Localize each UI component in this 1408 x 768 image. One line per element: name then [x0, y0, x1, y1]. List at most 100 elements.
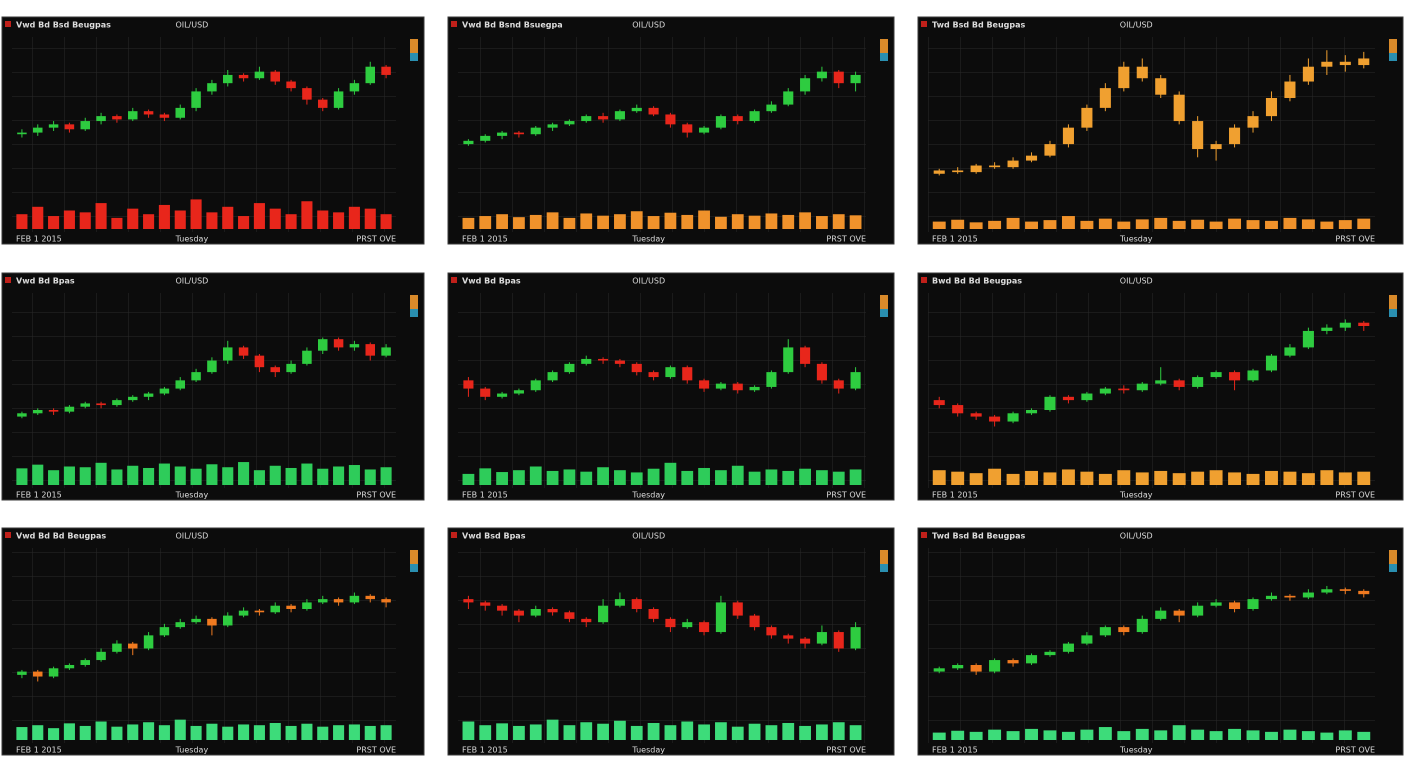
candle-body — [547, 372, 558, 381]
volume-bar — [546, 470, 559, 485]
header-icon — [451, 21, 457, 27]
legend-swatch — [410, 564, 418, 572]
volume-bar — [597, 723, 609, 740]
candle-body — [989, 416, 1001, 422]
candle-body — [715, 383, 726, 389]
volume-bar — [190, 725, 202, 740]
candle-body — [191, 91, 201, 108]
volume-bar — [580, 722, 593, 740]
volume-bar — [206, 723, 218, 740]
volume-bar — [348, 206, 360, 229]
panel-title: Vwd Bd Bpas — [16, 277, 75, 286]
candle-body — [254, 610, 265, 613]
candle-body — [17, 671, 27, 675]
volume-bar — [969, 473, 983, 485]
x-label: PRST OVE — [356, 235, 396, 244]
candle-body — [349, 595, 360, 603]
volume-bar — [832, 722, 845, 740]
volume-bar — [988, 220, 1002, 229]
volume-bar — [364, 725, 376, 740]
volume-bar — [238, 724, 250, 740]
candle-body — [530, 609, 541, 616]
volume-bar — [1043, 472, 1057, 485]
volume-bar — [1301, 219, 1315, 229]
candle-body — [816, 71, 827, 79]
candle-body — [223, 347, 233, 361]
candle-body — [365, 66, 375, 84]
grid — [12, 37, 396, 232]
volume-bar — [1246, 730, 1260, 740]
candle-body — [1007, 413, 1019, 422]
candle-body — [530, 127, 541, 135]
volume-bar — [1135, 472, 1149, 485]
candle-body — [1284, 347, 1296, 356]
x-label: FEB 1 2015 — [462, 491, 508, 500]
pair-label: OIL/USD — [175, 21, 208, 30]
candle-body — [333, 91, 344, 108]
candle-body — [480, 135, 491, 141]
volume-bar — [1098, 727, 1112, 740]
candle-body — [1044, 144, 1056, 156]
volume-bar — [1135, 728, 1149, 740]
candle-body — [1229, 372, 1241, 381]
candle-body — [1321, 61, 1333, 67]
volume-bar — [799, 468, 811, 485]
volume-bar — [1338, 220, 1352, 229]
volume-bar — [16, 727, 28, 740]
candle-body — [159, 114, 170, 118]
x-label: PRST OVE — [826, 491, 866, 500]
candle-body — [648, 107, 659, 115]
candle-body — [463, 380, 474, 389]
volume-bar — [715, 470, 727, 485]
candle-body — [143, 111, 154, 115]
candle-body — [648, 609, 659, 619]
volume-bar — [988, 729, 1002, 740]
candle-body — [850, 372, 861, 389]
candle-body — [1062, 396, 1074, 401]
volume-bar — [1209, 731, 1223, 740]
candle-body — [463, 599, 474, 603]
panel-title: Vwd Bsd Bpas — [462, 532, 526, 541]
volume-bar — [143, 214, 155, 229]
x-label: Tuesday — [1119, 235, 1153, 244]
volume-bar — [664, 462, 677, 485]
volume-bar — [206, 212, 218, 229]
pair-label: OIL/USD — [1120, 21, 1153, 30]
candle-body — [1302, 592, 1314, 598]
candle-body — [33, 410, 43, 414]
candle-body — [381, 599, 391, 603]
volume-bar — [1265, 470, 1278, 485]
volume-bar — [1301, 731, 1315, 740]
volume-bar — [1043, 730, 1057, 740]
candle-body — [64, 406, 75, 412]
candle-body — [207, 360, 217, 373]
grid — [928, 293, 1375, 488]
volume-bar — [1338, 472, 1352, 485]
candle-body — [970, 413, 982, 417]
volume-bar — [1283, 471, 1297, 485]
header-icon — [5, 532, 11, 538]
volume-bar — [951, 471, 965, 485]
volume-bar — [16, 468, 28, 485]
candle-body — [1099, 388, 1111, 394]
candle-body — [800, 638, 811, 644]
candle-body — [800, 78, 811, 92]
volume-bar — [1283, 217, 1297, 229]
volume-bar — [816, 470, 828, 485]
candle-body — [143, 635, 154, 649]
volume-bar — [1301, 473, 1315, 485]
volume-bar — [932, 470, 946, 485]
volume-bar — [238, 216, 250, 229]
volume-bar — [715, 216, 727, 229]
volume-bar — [32, 464, 44, 485]
volume-bar — [816, 724, 828, 740]
candle-body — [513, 132, 524, 135]
candle-body — [1118, 66, 1130, 89]
volume-bar — [1357, 731, 1371, 740]
candle-body — [349, 344, 360, 348]
candle-body — [513, 390, 524, 394]
candle-body — [318, 339, 328, 351]
candle-body — [1025, 410, 1038, 414]
candle-body — [1173, 610, 1185, 616]
candle-body — [665, 114, 676, 125]
